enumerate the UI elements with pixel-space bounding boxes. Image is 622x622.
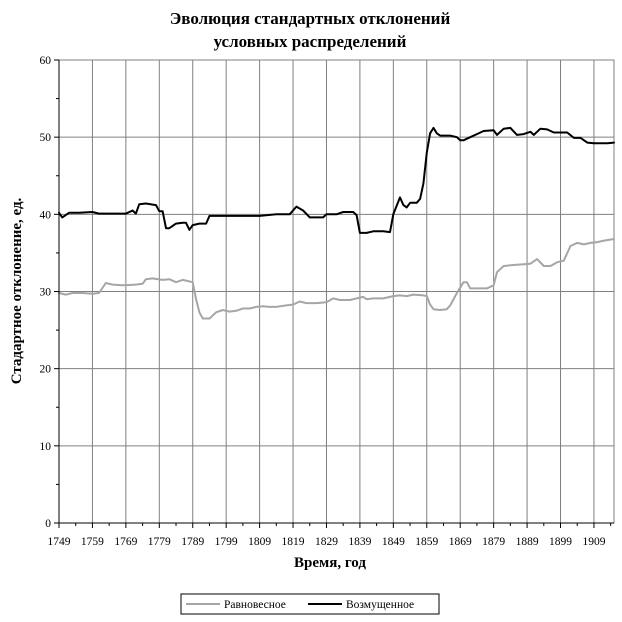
y-tick-label: 0 — [45, 518, 51, 530]
x-tick-labels: 1749 1759 1769 1779 1789 1799 1809 1819 1829 1839… — [48, 536, 606, 548]
x-tick-label: 1879 — [482, 536, 505, 548]
y-tick-label: 10 — [40, 441, 52, 453]
x-tick-label: 1909 — [582, 536, 605, 548]
x-tick-label: 1759 — [81, 536, 104, 548]
y-axis-title: Стадартное отклонение, ед. — [9, 197, 25, 384]
x-tick-label: 1899 — [549, 536, 572, 548]
y-tick-label: 20 — [40, 364, 52, 376]
gridlines — [59, 60, 614, 523]
x-tick-label: 1779 — [148, 536, 171, 548]
x-tick-label: 1769 — [114, 536, 137, 548]
x-tick-label: 1869 — [449, 536, 472, 548]
x-tick-label: 1809 — [248, 536, 271, 548]
series-lines — [58, 126, 615, 320]
x-tick-label: 1799 — [215, 536, 238, 548]
chart-title-line-2: условных распределений — [214, 32, 407, 51]
x-tick-label: 1859 — [415, 536, 438, 548]
y-tick-labels: 0 10 20 30 40 50 60 — [40, 55, 52, 530]
chart-title-line-1: Эволюция стандартных отклонений — [170, 9, 451, 28]
series-line-ravnovesnoe — [58, 238, 615, 320]
legend-label-vozmushchennoe: Возмущенное — [346, 599, 414, 611]
x-tick-label: 1839 — [348, 536, 371, 548]
x-tick-label: 1889 — [516, 536, 539, 548]
x-tick-label: 1749 — [48, 536, 71, 548]
legend: Равновесное Возмущенное — [180, 593, 440, 615]
x-axis-title: Время, год — [294, 555, 366, 571]
y-tick-label: 60 — [40, 55, 52, 67]
y-tick-label: 40 — [40, 209, 52, 221]
y-tick-label: 30 — [40, 287, 52, 299]
x-tick-label: 1789 — [181, 536, 204, 548]
x-tick-label: 1849 — [382, 536, 405, 548]
legend-label-ravnovesnoe: Равновесное — [224, 599, 286, 611]
x-tick-label: 1819 — [282, 536, 305, 548]
x-tick-label: 1829 — [315, 536, 338, 548]
series-line-vozmushchennoe — [58, 126, 615, 234]
y-tick-label: 50 — [40, 132, 52, 144]
